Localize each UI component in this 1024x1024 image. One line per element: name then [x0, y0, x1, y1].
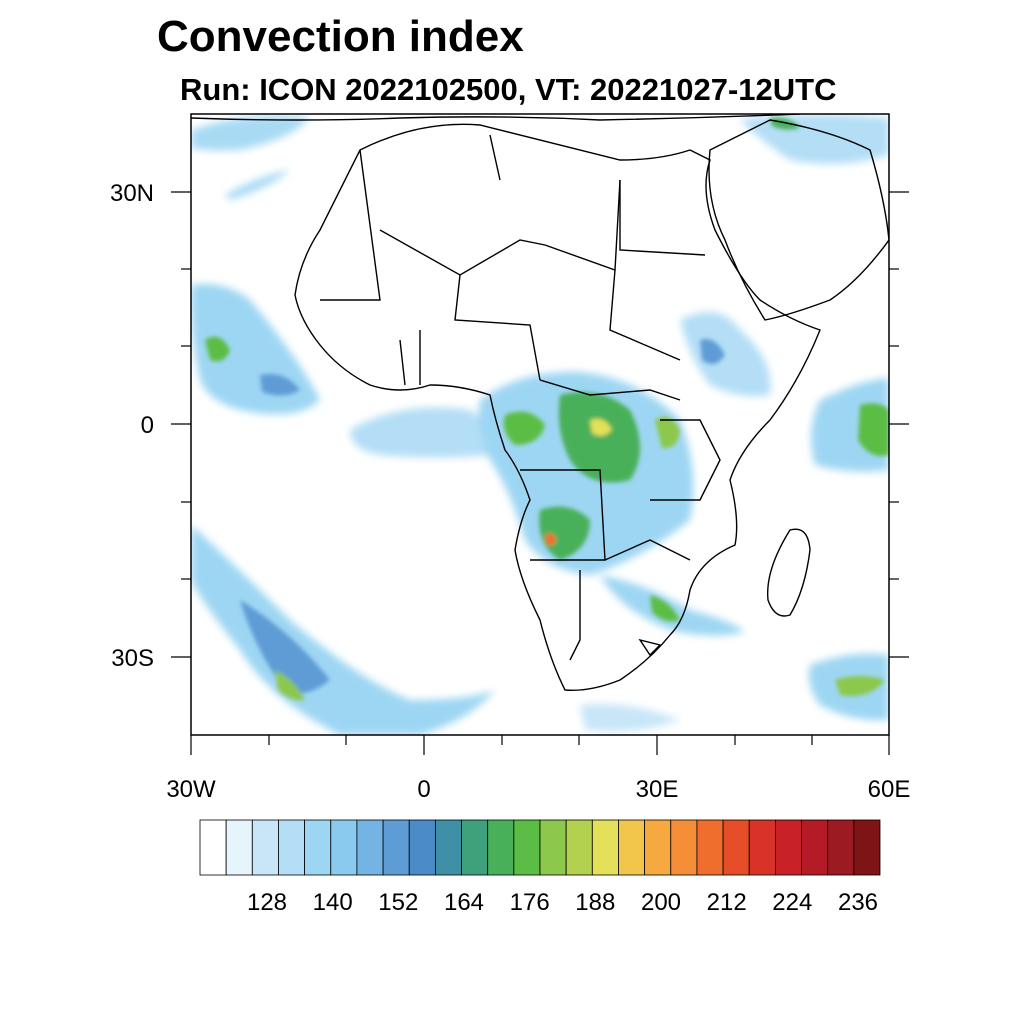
colorbar-swatch [513, 819, 541, 876]
lon-label-0: 0 [417, 776, 430, 803]
colorbar-label: 224 [772, 889, 812, 916]
axis-ticks [171, 191, 909, 755]
colorbar-label: 164 [444, 889, 484, 916]
colorbar-swatch [644, 819, 672, 876]
colorbar-swatch [565, 819, 593, 876]
colorbar-label: 188 [575, 889, 615, 916]
colorbar-swatch [827, 819, 855, 876]
convection-field [191, 114, 889, 735]
colorbar-swatch [853, 819, 881, 876]
colorbar-label: 140 [313, 889, 353, 916]
lon-label-30w: 30W [166, 776, 216, 803]
colorbar-labels: 128 140 152 164 176 188 200 212 224 236 [247, 889, 878, 916]
colorbar-label: 200 [641, 889, 681, 916]
colorbar-swatch [278, 819, 306, 876]
colorbar-swatch [670, 819, 698, 876]
lat-label-30n: 30N [110, 180, 154, 207]
colorbar-swatch [461, 819, 489, 876]
colorbar-swatch [330, 819, 358, 876]
chart-title: Convection index [157, 12, 524, 61]
colorbar-swatch [722, 819, 750, 876]
chart-subtitle: Run: ICON 2022102500, VT: 20221027-12UTC [180, 72, 837, 107]
colorbar-swatch [487, 819, 515, 876]
coastlines [191, 114, 889, 691]
lat-label-30s: 30S [111, 645, 154, 672]
colorbar-swatch [539, 819, 567, 876]
colorbar-swatch [774, 819, 802, 876]
colorbar-label: 152 [378, 889, 418, 916]
colorbar-label: 236 [838, 889, 878, 916]
colorbar-swatch [618, 819, 646, 876]
colorbar-label: 176 [510, 889, 550, 916]
colorbar-swatch [696, 819, 724, 876]
lon-label-60e: 60E [868, 776, 911, 803]
colorbar-swatch [591, 819, 619, 876]
colorbar-swatch [225, 819, 253, 876]
colorbar-swatch [199, 819, 227, 876]
lon-label-30e: 30E [636, 776, 679, 803]
colorbar-swatch [434, 819, 462, 876]
colorbar-label: 128 [247, 889, 287, 916]
colorbar-swatch [251, 819, 279, 876]
colorbar-swatch [304, 819, 332, 876]
colorbar-swatch [382, 819, 410, 876]
lat-label-0: 0 [141, 412, 154, 439]
colorbar-swatch [801, 819, 829, 876]
colorbar-swatch [748, 819, 776, 876]
colorbar-label: 212 [707, 889, 747, 916]
colorbar [199, 819, 881, 876]
colorbar-swatch [356, 819, 384, 876]
colorbar-swatch [408, 819, 436, 876]
